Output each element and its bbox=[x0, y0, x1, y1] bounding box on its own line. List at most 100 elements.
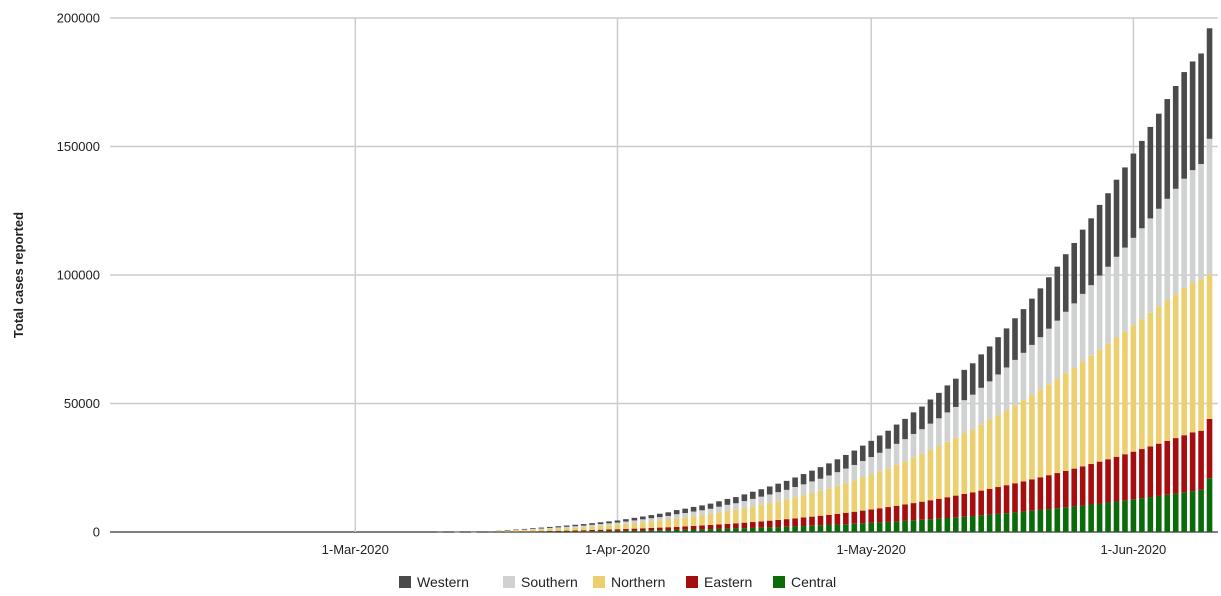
bar-segment-central bbox=[597, 531, 604, 532]
bar-segment-western bbox=[521, 528, 528, 530]
bar-segment-eastern bbox=[775, 519, 781, 528]
bar-segment-southern bbox=[606, 523, 612, 526]
bar-segment-western bbox=[1181, 72, 1187, 179]
bar-segment-western bbox=[1139, 140, 1145, 229]
grid-lines bbox=[110, 17, 1218, 533]
y-tick-label: 200000 bbox=[57, 11, 100, 26]
bar-segment-northern bbox=[1172, 294, 1179, 439]
bar-segment-northern bbox=[859, 477, 866, 511]
bar-segment-central bbox=[1206, 478, 1213, 532]
bar-segment-southern bbox=[733, 503, 739, 510]
bar-segment-southern bbox=[1105, 266, 1111, 344]
bar-segment-central bbox=[1029, 510, 1035, 532]
bar-segment-central bbox=[893, 521, 900, 532]
bar-segment-southern bbox=[614, 522, 621, 525]
bar-segment-northern bbox=[1054, 378, 1061, 474]
bar-segment-northern bbox=[656, 520, 663, 528]
legend-swatch-eastern bbox=[686, 576, 698, 588]
bar-segment-western bbox=[750, 491, 756, 499]
bar-segment-southern bbox=[1139, 228, 1145, 320]
bar-segment-central bbox=[623, 530, 629, 532]
bar-segment-northern bbox=[623, 523, 629, 529]
bar-segment-eastern bbox=[716, 524, 722, 529]
bar-segment-southern bbox=[665, 515, 672, 520]
bar-segment-western bbox=[453, 531, 460, 533]
bar-segment-northern bbox=[1198, 279, 1204, 431]
bar-segment-eastern bbox=[1037, 477, 1044, 510]
bar-segment-northern bbox=[792, 497, 798, 519]
bar-segment-eastern bbox=[656, 527, 663, 531]
bar-segment-eastern bbox=[1020, 481, 1027, 512]
bar-segment-southern bbox=[631, 520, 638, 523]
bar-segment-central bbox=[1172, 493, 1179, 532]
bar-segment-western bbox=[927, 399, 934, 424]
bar-segment-eastern bbox=[597, 529, 604, 532]
bar-segment-northern bbox=[547, 528, 553, 532]
bar-segment-western bbox=[843, 454, 849, 469]
bar-segment-central bbox=[834, 524, 841, 532]
bar-segment-northern bbox=[1139, 319, 1145, 450]
bar-segment-northern bbox=[572, 527, 578, 531]
bar-segment-southern bbox=[699, 510, 705, 516]
bar-segment-southern bbox=[1113, 256, 1120, 338]
bar-segment-central bbox=[589, 531, 595, 532]
bar-segment-western bbox=[1122, 167, 1128, 248]
bar-segment-eastern bbox=[547, 531, 553, 532]
bar-segment-southern bbox=[953, 406, 959, 438]
bar-segment-eastern bbox=[614, 529, 621, 531]
bar-segment-western bbox=[919, 406, 925, 430]
bar-segment-western bbox=[792, 477, 798, 487]
bar-segment-southern bbox=[817, 478, 824, 491]
bar-segment-western bbox=[1012, 318, 1018, 360]
bar-segment-eastern bbox=[1172, 438, 1179, 494]
bar-segment-northern bbox=[1062, 373, 1069, 471]
bar-segment-central bbox=[1096, 503, 1103, 532]
bar-segment-central bbox=[986, 514, 993, 532]
bar-segment-western bbox=[648, 515, 655, 519]
bar-segment-western bbox=[1003, 328, 1010, 368]
bar-segment-northern bbox=[563, 528, 570, 531]
bar-segment-northern bbox=[969, 429, 976, 493]
bar-segment-eastern bbox=[936, 498, 942, 519]
bar-segment-eastern bbox=[885, 507, 891, 522]
bar-segment-southern bbox=[1062, 311, 1069, 374]
bar-segment-northern bbox=[538, 529, 545, 532]
bar-segment-southern bbox=[969, 394, 976, 430]
bar-segment-eastern bbox=[1189, 432, 1196, 492]
bar-stacks bbox=[437, 28, 1213, 533]
bar-segment-southern bbox=[555, 527, 562, 529]
bar-segment-central bbox=[1046, 509, 1052, 532]
bar-segment-western bbox=[859, 445, 866, 462]
bar-segment-western bbox=[707, 503, 714, 509]
bar-segment-eastern bbox=[724, 523, 731, 529]
bar-segment-central bbox=[927, 519, 934, 532]
bar-segment-northern bbox=[851, 480, 858, 512]
bar-segment-central bbox=[1105, 502, 1111, 532]
bar-segment-southern bbox=[580, 525, 587, 528]
bar-segment-southern bbox=[766, 494, 773, 503]
bar-segment-eastern bbox=[1054, 473, 1061, 509]
bar-segment-western bbox=[961, 369, 968, 401]
bar-segment-northern bbox=[513, 530, 519, 532]
bar-segment-southern bbox=[547, 527, 553, 529]
bar-segment-eastern bbox=[1139, 449, 1145, 499]
bar-segment-eastern bbox=[792, 518, 798, 527]
bar-segment-western bbox=[631, 517, 638, 521]
bar-segment-western bbox=[817, 467, 824, 479]
bar-segment-northern bbox=[961, 433, 968, 494]
bar-segment-northern bbox=[496, 531, 502, 532]
bar-segment-eastern bbox=[783, 519, 790, 527]
bar-segment-central bbox=[555, 531, 562, 533]
bar-segment-southern bbox=[1003, 367, 1010, 411]
bar-segment-northern bbox=[978, 424, 984, 491]
bar-segment-western bbox=[1062, 254, 1069, 312]
bar-segment-central bbox=[961, 516, 968, 532]
bar-segment-central bbox=[919, 519, 925, 532]
bar-segment-southern bbox=[758, 496, 765, 505]
legend-label-northern: Northern bbox=[611, 574, 665, 590]
legend-label-central: Central bbox=[791, 574, 836, 590]
bar-segment-central bbox=[572, 531, 578, 532]
bar-segment-southern bbox=[910, 433, 917, 458]
bar-segment-central bbox=[733, 528, 739, 532]
bar-segment-central bbox=[690, 529, 697, 532]
